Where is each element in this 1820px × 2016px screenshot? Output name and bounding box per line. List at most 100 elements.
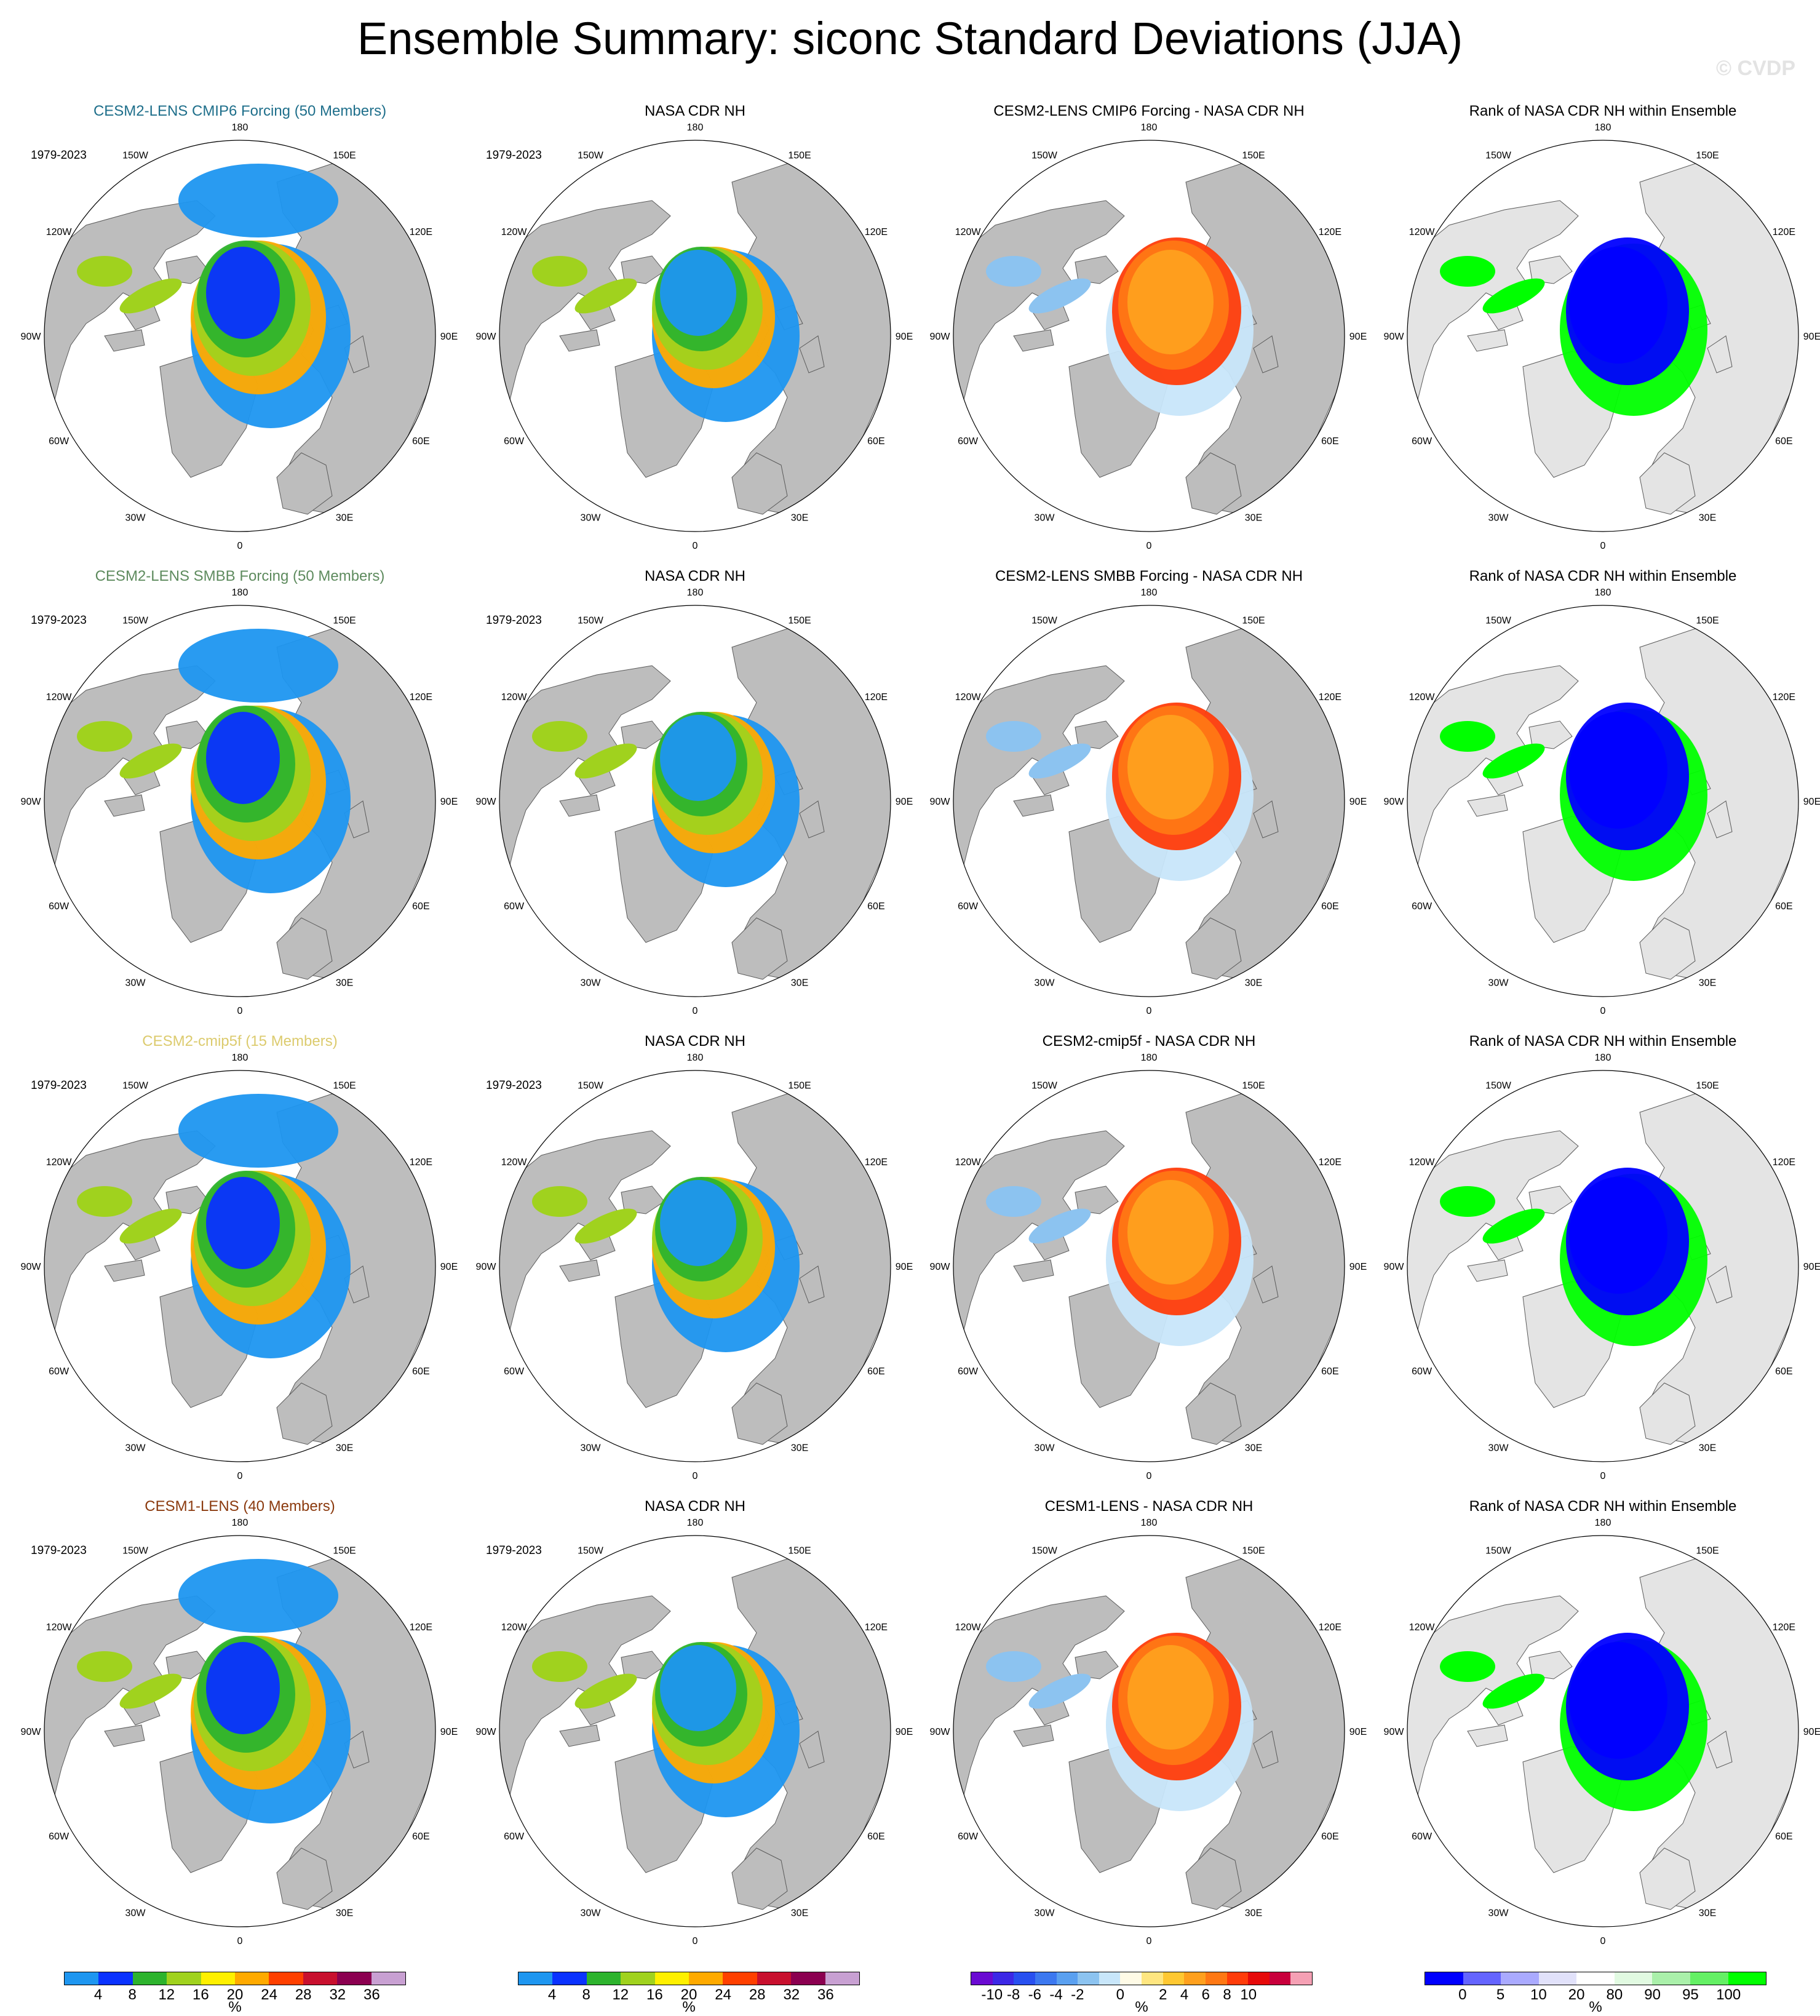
sea-ice-field: [660, 1645, 736, 1731]
land-mass: [1013, 329, 1054, 352]
colorbar-tick-label: 4: [547, 1986, 557, 2003]
map-boundary: [1407, 605, 1799, 997]
longitude-label: 120W: [1409, 692, 1436, 703]
longitude-label: 120W: [46, 692, 73, 703]
longitude-label: 150E: [788, 151, 811, 161]
map-content: [1407, 1558, 1798, 1910]
baffin-ice: [1028, 1208, 1091, 1244]
colorbar-swatch: [1014, 1972, 1035, 1985]
land-mass: [1013, 1259, 1054, 1282]
map-boundary: [44, 1535, 436, 1927]
longitude-label: 180: [232, 1053, 248, 1063]
colorbar-tick-label: -4: [1049, 1986, 1063, 2003]
longitude-label: 60E: [412, 436, 429, 447]
colorbar-swatch: [201, 1972, 236, 1985]
longitude-label: 150E: [788, 616, 811, 626]
land-mass: [621, 720, 665, 749]
panel-rank-row4: 180 150E 120E 90E 60E 30E 0 30W 60W 90W 120W 150W Ra…: [1375, 1498, 1820, 1959]
period-label: 1979-2023: [486, 1079, 542, 1092]
longitude-label: 90E: [1349, 1262, 1367, 1272]
longitude-label: 180: [1595, 588, 1611, 598]
page-title: Ensemble Summary: siconc Standard Deviat…: [357, 13, 1463, 64]
map-content: [1407, 1093, 1798, 1445]
map-content: [953, 163, 1345, 515]
land-mass: [1253, 1265, 1279, 1304]
longitude-label: 90W: [476, 1262, 497, 1272]
longitude-label: 120E: [410, 692, 432, 703]
baffin-ice: [1028, 278, 1091, 314]
panel-obs-row1: 180 150E 120E 90E 60E 30E 0 30W 60W 90W 120W 150W NA…: [467, 103, 923, 564]
longitude-label: 30E: [336, 1443, 353, 1453]
colorbar-swatch: [1501, 1972, 1539, 1985]
colorbar-swatch: [689, 1972, 723, 1985]
map-content: [499, 1093, 891, 1445]
colorbar-tick-label: 95: [1682, 1986, 1699, 2003]
longitude-label: 120E: [1319, 1622, 1341, 1633]
colorbar-swatch: [757, 1972, 792, 1985]
longitude-label: 180: [1141, 122, 1158, 133]
colorbar-swatch: [132, 1972, 167, 1985]
longitude-label: 150E: [333, 151, 356, 161]
colorbar-tick-label: -6: [1028, 1986, 1041, 2003]
longitude-label: 60W: [49, 901, 70, 912]
longitude-label: 90W: [930, 332, 951, 342]
period-label: 1979-2023: [486, 149, 542, 162]
colorbar-swatch: [1690, 1972, 1728, 1985]
land-mass: [276, 917, 333, 980]
longitude-label: 60W: [504, 1831, 525, 1842]
period-label: 1979-2023: [486, 1544, 542, 1557]
longitude-label: 120E: [865, 692, 888, 703]
longitude-label: 30W: [1035, 512, 1055, 523]
std-polar-map: 180 150E 120E 90E 60E 30E 0 30W 60W 90W 120W 150W: [21, 588, 458, 1016]
longitude-label: 120E: [1773, 1157, 1795, 1168]
std-polar-map: 180 150E 120E 90E 60E 30E 0 30W 60W 90W 120W 150W: [21, 1518, 458, 1946]
land-mass: [559, 794, 600, 817]
panel-std-row2: 180 150E 120E 90E 60E 30E 0 30W 60W 90W 120W 150W CE…: [12, 568, 467, 1029]
longitude-label: 150E: [333, 1546, 356, 1556]
land-mass: [1185, 1382, 1242, 1445]
map-content: [44, 163, 435, 515]
hudson-bay-ice: [986, 256, 1041, 287]
longitude-label: 30W: [125, 1443, 146, 1453]
colorbar-tick-label: 10: [1240, 1986, 1257, 2003]
sea-ice-field: [660, 1180, 736, 1266]
longitude-label: 90W: [21, 332, 42, 342]
longitude-label: 150E: [1696, 1081, 1719, 1091]
land-mass: [104, 1259, 145, 1282]
colorbar-swatch: [1652, 1972, 1690, 1985]
panel-diff-row3: 180 150E 120E 90E 60E 30E 0 30W 60W 90W 120W 150W CE…: [921, 1033, 1377, 1494]
sea-ice-field: [178, 1094, 338, 1168]
colorbar-swatch: [303, 1972, 338, 1985]
colorbar-swatch: [552, 1972, 587, 1985]
map-content: [1407, 163, 1798, 515]
land-mass: [559, 1724, 600, 1747]
longitude-label: 30W: [581, 978, 602, 988]
longitude-label: 0: [237, 1936, 243, 1946]
land-mass: [731, 917, 788, 980]
sea-ice-field: [206, 1177, 280, 1269]
longitude-label: 30W: [1035, 978, 1055, 988]
longitude-label: 60E: [867, 901, 884, 912]
colorbar-tick-label: 5: [1496, 1986, 1505, 2003]
map-content: [44, 1093, 435, 1445]
longitude-label: 30E: [1245, 978, 1262, 988]
colorbar-swatch: [586, 1972, 621, 1985]
map-content: [953, 1558, 1345, 1910]
longitude-label: 150E: [1696, 1546, 1719, 1556]
colorbar-tick-label: 24: [715, 1986, 731, 2003]
longitude-label: 60E: [1321, 1366, 1338, 1377]
longitude-label: 90W: [1384, 1727, 1405, 1737]
land-mass: [1185, 452, 1242, 515]
colorbar-tick-label: 2: [1159, 1986, 1167, 2003]
sea-ice-field: [660, 250, 736, 336]
colorbar-tick-label: 4: [1180, 1986, 1189, 2003]
obs-polar-map: 180 150E 120E 90E 60E 30E 0 30W 60W 90W 120W 150W: [476, 588, 913, 1016]
map-boundary: [44, 605, 436, 997]
colorbar-tick-label: 32: [783, 1986, 800, 2003]
land-mass: [1707, 335, 1733, 373]
longitude-label: 90W: [930, 797, 951, 807]
sea-ice-field: [1569, 1642, 1667, 1759]
std-polar-map: 180 150E 120E 90E 60E 30E 0 30W 60W 90W 120W 150W: [21, 122, 458, 551]
colorbar-swatch: [1576, 1972, 1615, 1985]
land-mass: [799, 1731, 825, 1769]
